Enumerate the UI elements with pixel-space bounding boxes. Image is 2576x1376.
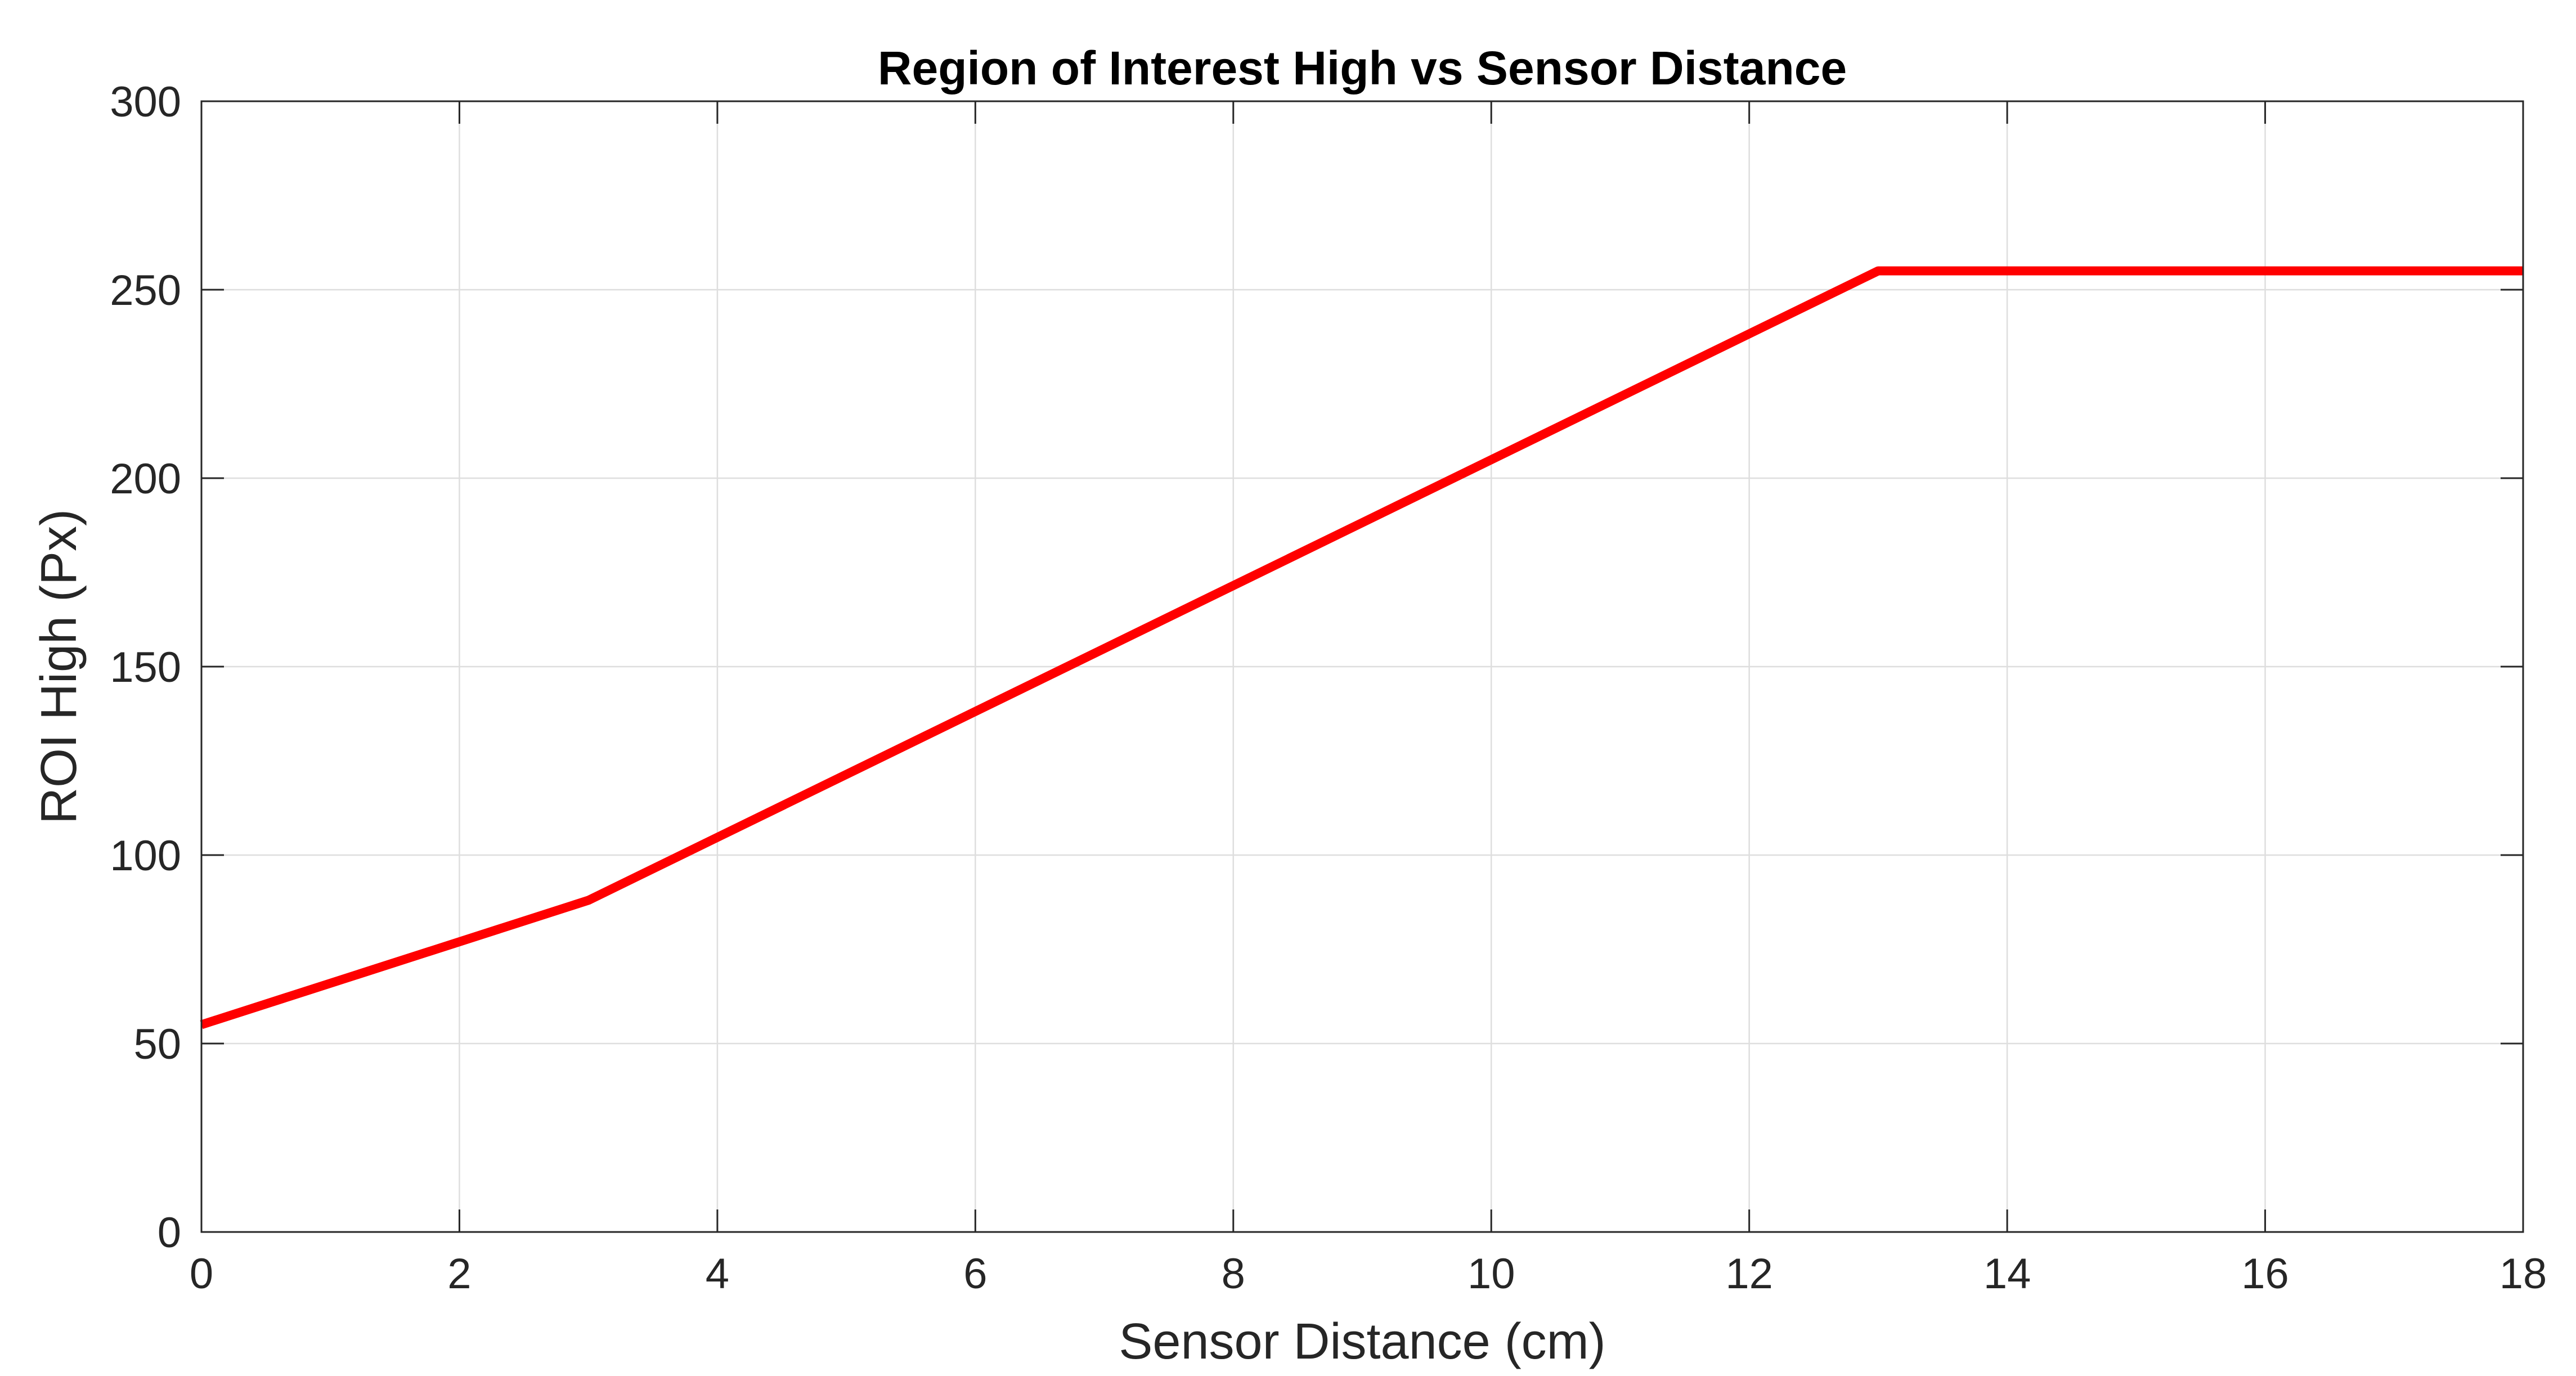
y-tick-label: 250 (110, 267, 181, 314)
series-line (200, 266, 2523, 1029)
series-layer (200, 266, 2523, 1029)
x-tick-label: 18 (2499, 1250, 2547, 1298)
x-tick-label: 6 (963, 1250, 987, 1298)
y-tick-label: 150 (110, 644, 181, 691)
y-axis-label: ROI High (Px) (31, 509, 87, 824)
y-tick-labels: 0 50 100 150 200 250 300 (110, 78, 181, 1257)
x-tick-label: 10 (1467, 1250, 1515, 1298)
x-tick-label: 0 (190, 1250, 213, 1298)
x-tick-label: 14 (1983, 1250, 2031, 1298)
y-tick-label: 100 (110, 832, 181, 880)
y-tick-label: 50 (133, 1020, 181, 1068)
x-tick-label: 16 (2241, 1250, 2289, 1298)
x-tick-label: 12 (1725, 1250, 1773, 1298)
x-tick-label: 2 (447, 1250, 471, 1298)
x-tick-label: 8 (1222, 1250, 1245, 1298)
y-tick-label: 300 (110, 78, 181, 126)
plot-frame (200, 100, 2524, 1233)
x-tick-labels: 0 2 4 6 8 10 12 14 16 18 (190, 1250, 2547, 1298)
x-tick-label: 4 (706, 1250, 729, 1298)
y-tick-label: 200 (110, 455, 181, 503)
x-axis-label: Sensor Distance (cm) (1119, 1314, 1605, 1370)
chart-title: Region of Interest High vs Sensor Distan… (878, 42, 1847, 95)
y-tick-label: 0 (158, 1209, 181, 1257)
